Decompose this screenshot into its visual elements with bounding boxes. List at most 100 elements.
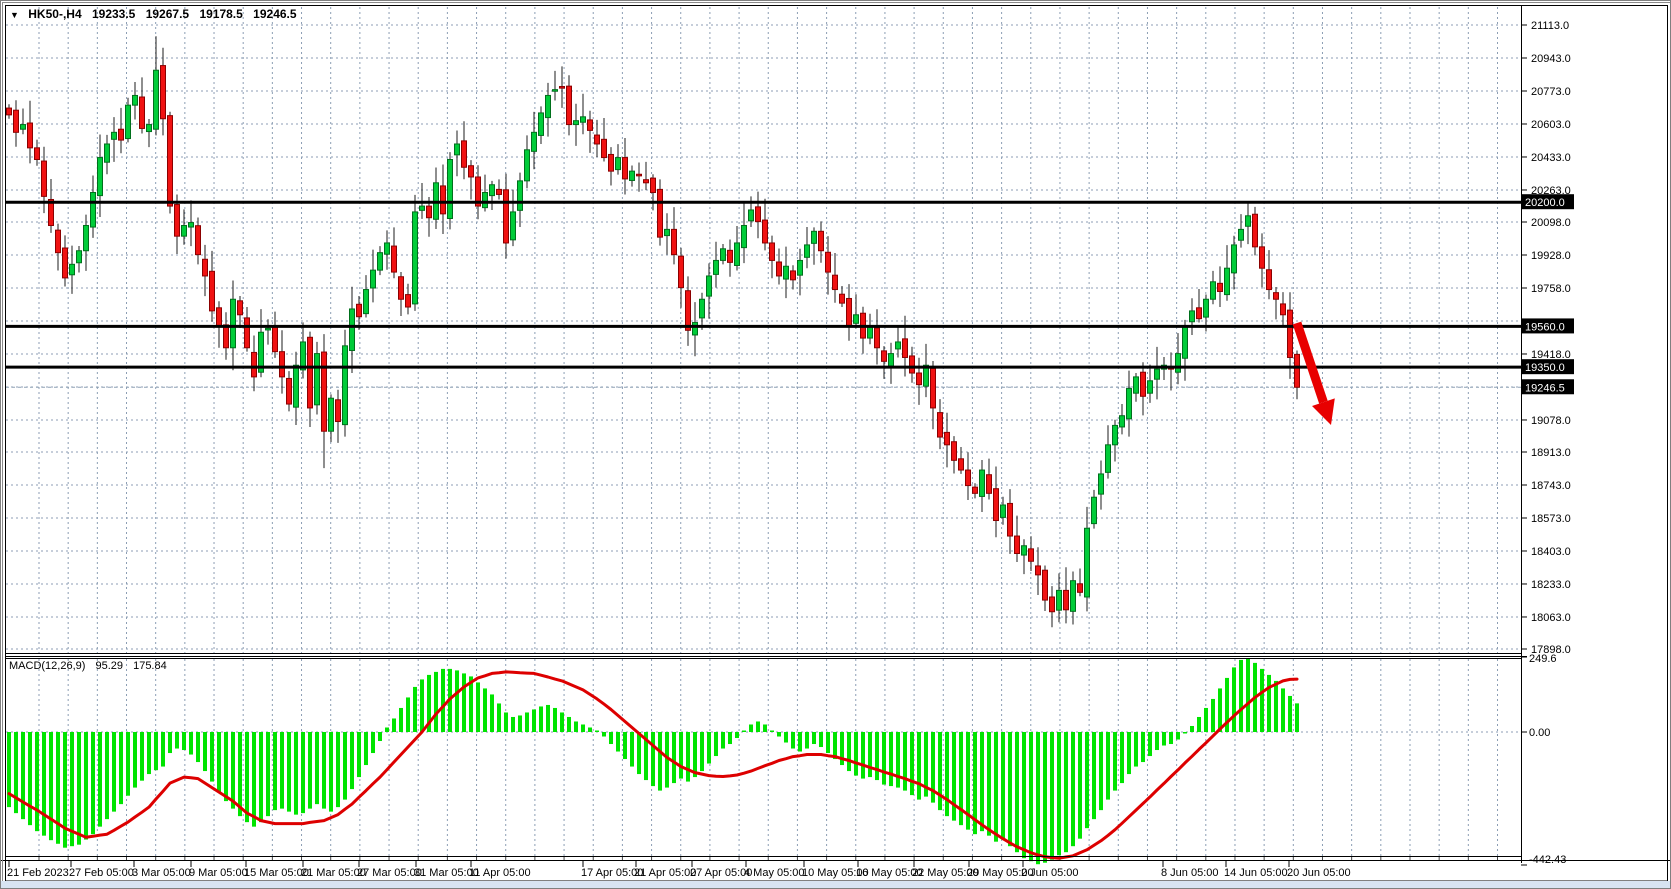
candle-bearish [321,351,327,432]
macd-histogram-bar [105,732,109,820]
candle-bullish [734,242,740,266]
candle-bearish [958,458,964,471]
candle-bullish [1238,228,1244,241]
candle-bearish [160,65,166,120]
macd-histogram-bar [868,732,872,778]
macd-histogram-bar [364,732,368,766]
macd-histogram-bar [119,732,123,805]
candle-bearish [986,474,992,494]
date-label: 3 Mar 05:00 [132,867,191,879]
macd-histogram-bar [259,732,263,823]
macd-histogram-bar [777,732,781,737]
candle-bearish [202,258,208,277]
candle-bearish [1217,282,1223,292]
candle-bullish [692,322,698,336]
candle-bullish [349,308,355,351]
price-axis-label: 18063.0 [1531,612,1571,624]
date-label: 11 Apr 05:00 [469,867,531,879]
macd-histogram-bar [833,732,837,760]
price-axis-label: 18913.0 [1531,447,1571,459]
macd-histogram-bar [1127,732,1131,775]
candle-bearish [965,469,971,487]
candle-bullish [720,248,726,261]
level-price-badge-text: 19350.0 [1525,362,1565,374]
candle-bearish [468,165,474,178]
macd-histogram-bar [1169,732,1173,745]
candle-bearish [762,219,768,244]
candle-bearish [62,247,68,279]
price-axis-label: 17898.0 [1531,644,1571,656]
macd-histogram-bar [112,732,116,812]
price-axis-label: 20603.0 [1531,119,1571,131]
macd-histogram-bar [1050,732,1054,860]
macd-histogram-bar [427,674,431,732]
symbol-dropdown-icon[interactable]: ▼ [10,10,19,20]
macd-histogram-bar [329,732,333,812]
quote-close: 19246.5 [253,7,297,21]
macd-histogram-bar [518,715,522,732]
macd-histogram-bar [966,732,970,830]
candle-bullish [538,112,544,136]
macd-histogram-bar [595,730,599,732]
price-axis-label: 19418.0 [1531,349,1571,361]
macd-histogram-bar [406,697,410,732]
candle-bearish [209,270,215,312]
macd-histogram-bar [175,732,179,749]
macd-histogram-bar [546,704,550,732]
candle-bearish [1196,307,1202,320]
macd-histogram-bar [819,732,823,748]
macd-histogram-bar [798,732,802,752]
candle-bearish [1014,535,1020,555]
macd-histogram-bar [392,718,396,732]
candle-bearish [1042,569,1048,601]
candle-bearish [1140,371,1146,397]
candle-bearish [909,355,915,374]
candle-bearish [650,177,656,193]
macd-histogram-bar [882,732,886,785]
date-label: 29 May 05:00 [967,867,1034,879]
macd-histogram-bar [49,732,53,841]
macd-histogram-bar [462,673,466,732]
down-arrow-annotation[interactable] [1292,321,1328,404]
candle-bullish [447,159,453,220]
candle-bearish [671,228,677,256]
date-label: 16 May 05:00 [856,867,923,879]
candle-bearish [279,351,285,378]
macd-histogram-bar [1043,732,1047,863]
macd-histogram-bar [511,716,515,732]
candle-bearish [426,205,432,219]
macd-histogram-bar [399,707,403,732]
candle-bullish [489,184,495,197]
candle-bullish [664,228,670,237]
macd-histogram-bar [770,730,774,732]
macd-histogram-bar [161,732,165,767]
candle-bullish [132,94,138,106]
macd-histogram-bar [889,732,893,787]
candle-bearish [118,128,124,141]
quote-high: 19267.5 [145,7,190,21]
candle-bullish [580,116,586,123]
macd-histogram-bar [336,732,340,808]
candle-bullish [573,120,579,126]
candle-bearish [307,336,313,409]
candle-bullish [111,131,117,140]
price-axis-label: 20773.0 [1531,86,1571,98]
macd-histogram-bar [847,732,851,772]
macd-histogram-bar [854,732,858,776]
level-price-badge [1522,318,1574,334]
candle-bearish [1252,213,1258,248]
quote-low: 19178.5 [199,7,243,21]
candle-bearish [223,324,229,349]
macd-histogram-bar [1239,659,1243,732]
candle-bullish [783,265,789,280]
candle-bearish [993,488,999,522]
macd-params: MACD(12,26,9) [9,660,86,672]
macd-histogram-bar [707,732,711,764]
macd-histogram-bar [133,732,137,788]
macd-histogram-bar [686,732,690,782]
candle-bullish [1203,298,1209,318]
price-axis-label: 20263.0 [1531,185,1571,197]
candle-bullish [979,469,985,497]
